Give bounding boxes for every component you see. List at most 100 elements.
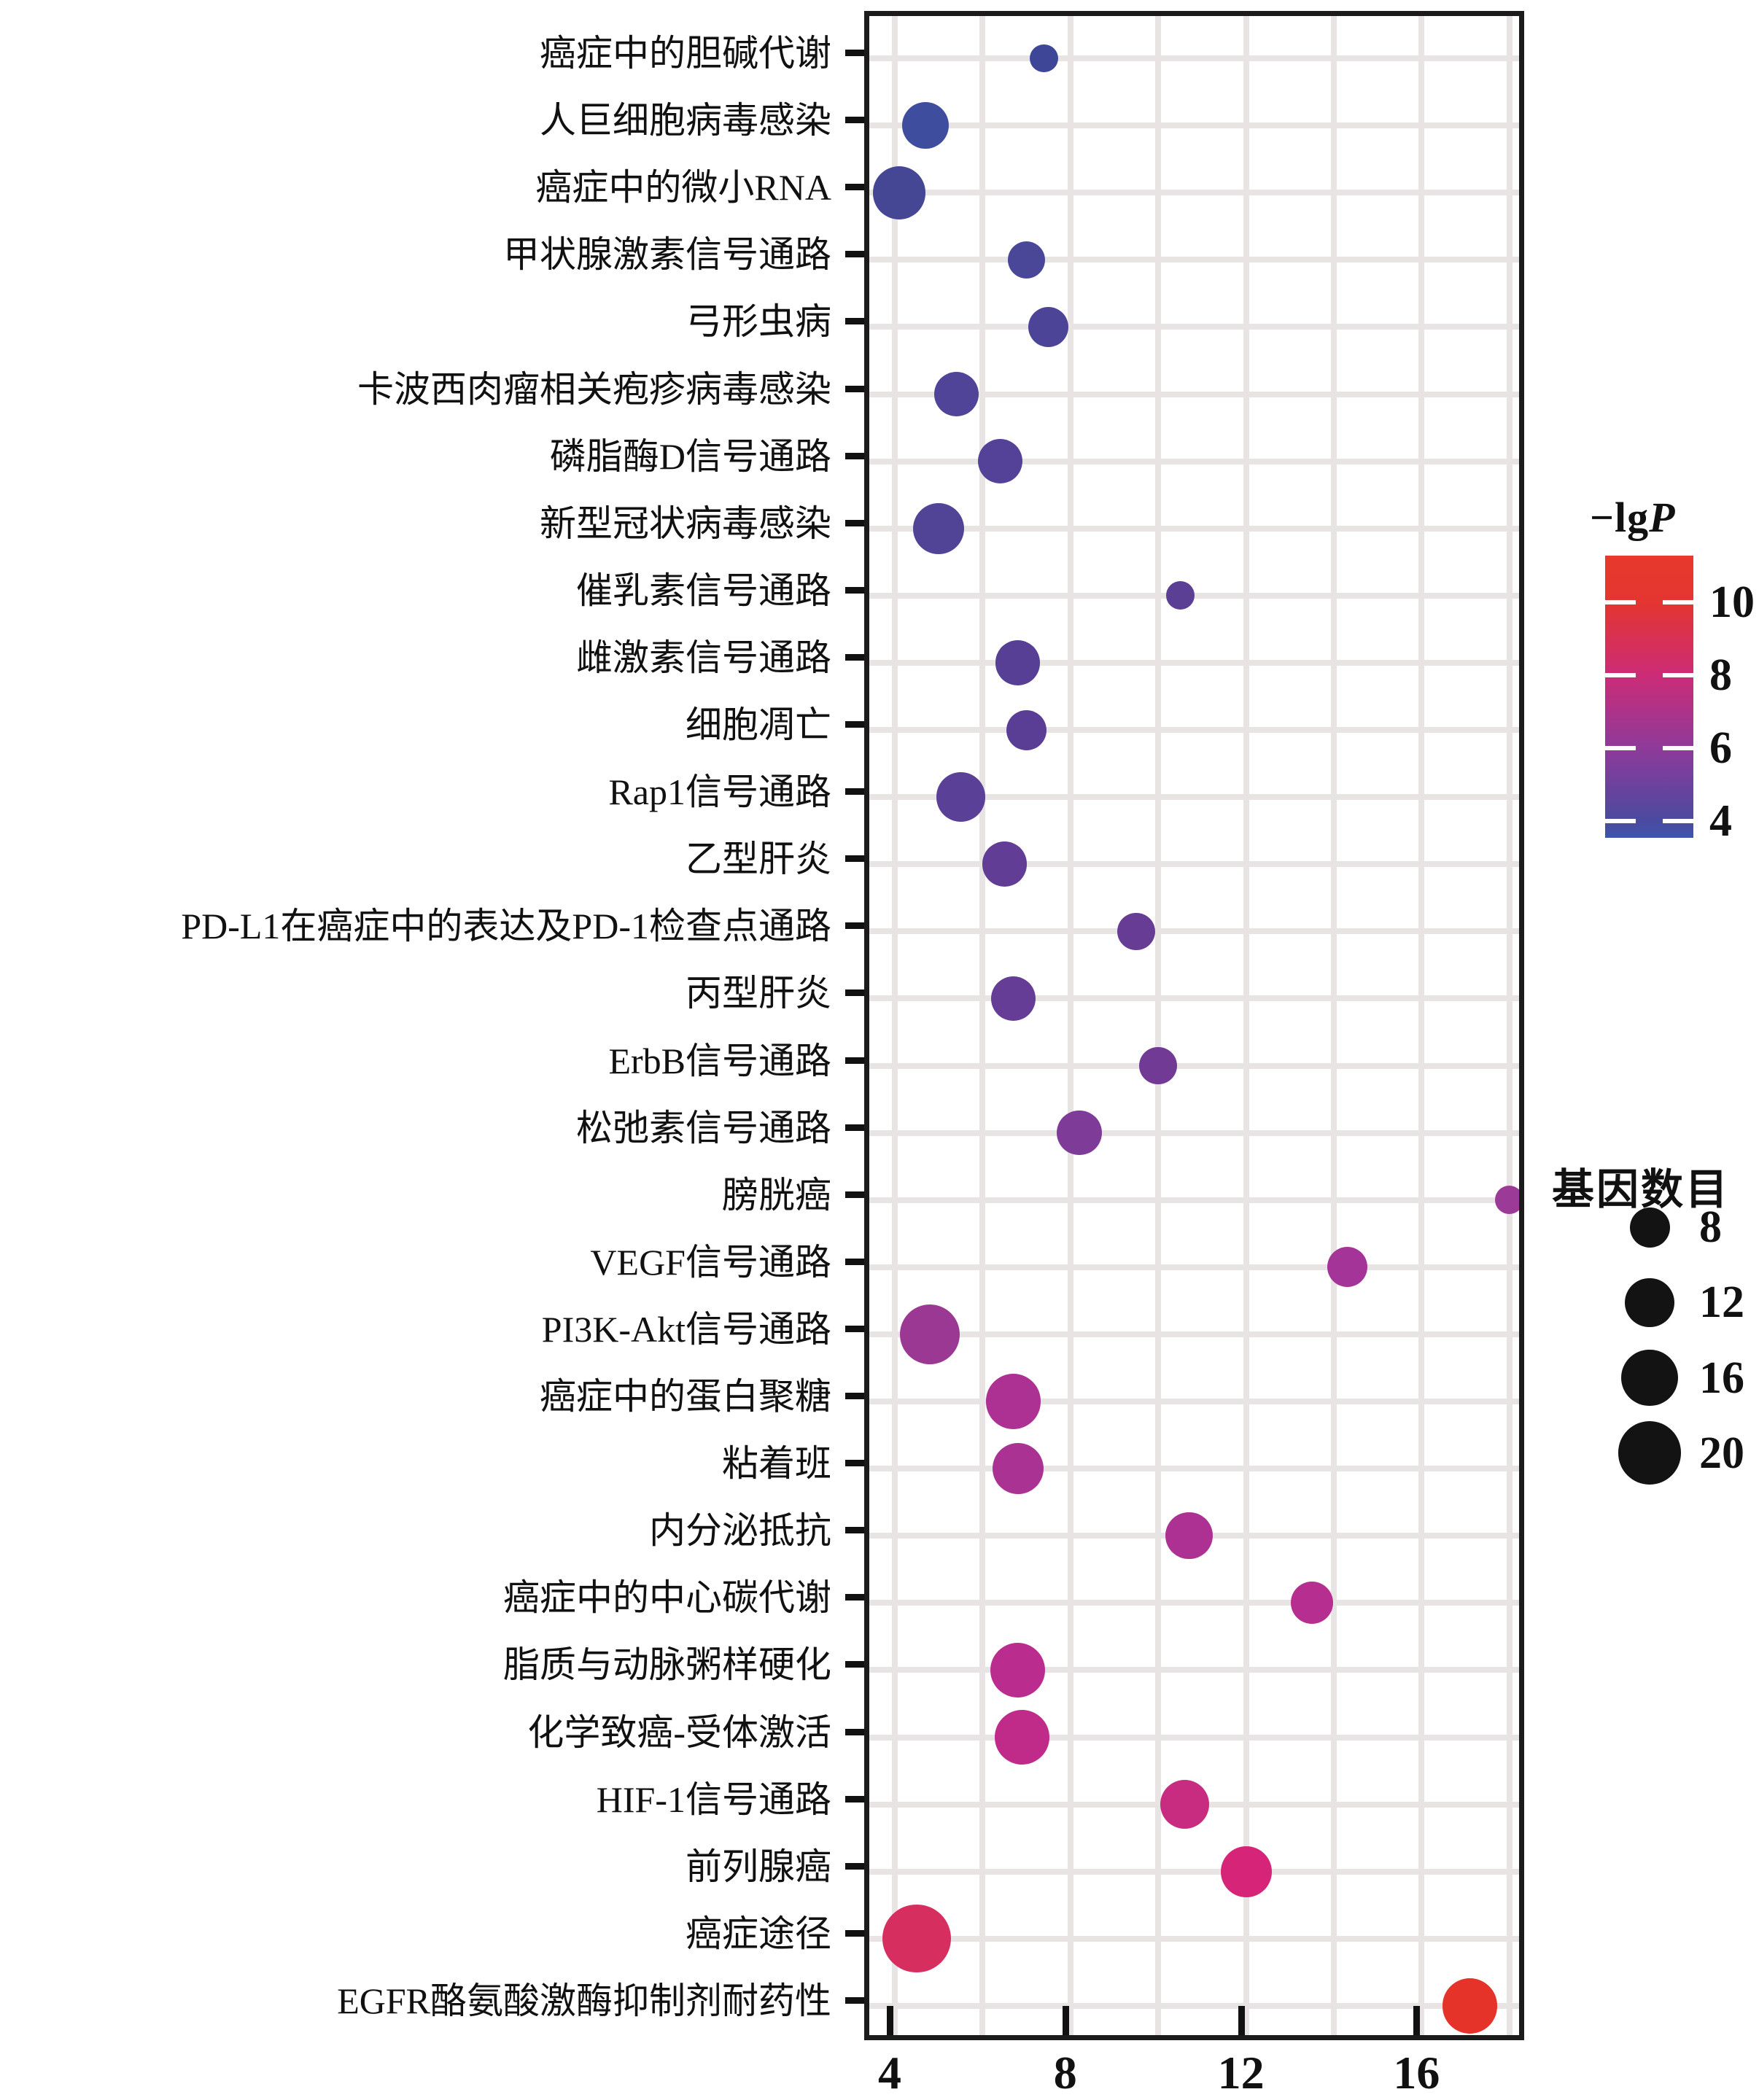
x-gridline: [1067, 16, 1073, 2035]
data-point-bubble: [1139, 1046, 1177, 1085]
y-axis-tick: [845, 452, 864, 459]
x-gridline: [1155, 16, 1162, 2035]
x-gridline: [979, 16, 986, 2035]
plot-area: [864, 11, 1524, 2040]
y-gridline: [869, 525, 1519, 532]
x-axis-tick: [1238, 2006, 1245, 2035]
y-gridline: [869, 794, 1519, 801]
y-axis-tick: [845, 318, 864, 325]
y-gridline: [869, 324, 1519, 330]
y-axis-label: PD-L1在癌症中的表达及PD-1检查点通路: [181, 906, 831, 947]
y-axis-tick: [845, 184, 864, 191]
color-legend-tick: [1605, 819, 1636, 823]
data-point-bubble: [1165, 581, 1195, 610]
data-point-bubble: [882, 1905, 951, 1973]
x-axis-tick: [1413, 2006, 1421, 2035]
data-point-bubble: [994, 1709, 1050, 1765]
color-legend-title-italic: P: [1649, 494, 1676, 541]
data-point-bubble: [936, 772, 985, 822]
y-axis-tick: [845, 1057, 864, 1064]
color-legend-tick-label: 4: [1709, 796, 1732, 846]
size-legend-label: 16: [1699, 1353, 1744, 1403]
y-axis-tick: [845, 519, 864, 526]
y-gridline: [869, 122, 1519, 129]
x-gridline: [1331, 16, 1337, 2035]
y-axis-label: VEGF信号通路: [590, 1241, 831, 1283]
color-legend-tick-label: 10: [1709, 578, 1755, 627]
size-legend-label: 20: [1699, 1428, 1744, 1478]
y-gridline: [869, 659, 1519, 666]
y-axis-label: 乙型肝炎: [686, 839, 831, 880]
y-axis-label: 人巨细胞病毒感染: [540, 100, 831, 141]
color-legend-tick: [1663, 673, 1693, 677]
y-gridline: [869, 1129, 1519, 1136]
size-legend-dot: [1629, 1207, 1670, 1248]
y-axis-label: 粘着班: [722, 1443, 831, 1485]
data-point-bubble: [1160, 1779, 1209, 1829]
x-axis-tick: [887, 2006, 893, 2035]
y-axis-tick: [845, 721, 864, 728]
y-axis-label: 癌症途径: [686, 1913, 831, 1954]
y-axis-label: 前列腺癌: [686, 1846, 831, 1887]
x-axis-tick-label: 16: [1393, 2047, 1440, 2099]
y-axis-tick: [845, 1728, 864, 1735]
data-point-bubble: [1442, 1978, 1498, 2034]
data-point-bubble: [982, 841, 1028, 887]
y-axis-label: PI3K-Akt信号通路: [541, 1308, 831, 1350]
y-axis-label: 卡波西肉瘤相关疱疹病毒感染: [357, 368, 831, 410]
y-axis-label: HIF-1信号通路: [596, 1778, 831, 1820]
data-point-bubble: [1495, 1186, 1519, 1215]
size-legend-label: 12: [1699, 1278, 1744, 1328]
y-axis-label: 催乳素信号通路: [576, 569, 831, 611]
y-gridline: [869, 1935, 1519, 1942]
y-axis-tick: [845, 385, 864, 392]
y-axis-label: 磷脂酶D信号通路: [549, 435, 831, 477]
y-axis-label: 弓形虫病: [686, 301, 831, 343]
size-legend-dot: [1621, 1349, 1678, 1407]
data-point-bubble: [1006, 709, 1047, 750]
data-point-bubble: [1030, 44, 1059, 73]
data-point-bubble: [899, 1304, 960, 1365]
data-point-bubble: [1165, 1512, 1213, 1560]
y-gridline: [869, 55, 1519, 61]
y-axis-tick: [845, 50, 864, 56]
y-axis-label: ErbB信号通路: [608, 1040, 831, 1081]
color-legend-tick-label: 6: [1709, 723, 1732, 773]
data-point-bubble: [995, 640, 1041, 685]
x-gridline: [1506, 16, 1513, 2035]
y-axis-label: 丙型肝炎: [686, 973, 831, 1014]
data-point-bubble: [933, 371, 979, 417]
x-gridline: [1243, 16, 1249, 2035]
y-axis-label: 脂质与动脉粥样硬化: [503, 1644, 831, 1686]
data-point-bubble: [992, 1443, 1044, 1495]
y-gridline: [869, 1197, 1519, 1203]
y-axis-tick: [845, 1929, 864, 1937]
y-axis-label: 癌症中的中心碳代谢: [503, 1577, 831, 1619]
y-axis-label: 松弛素信号通路: [576, 1107, 831, 1148]
y-axis-tick: [845, 1795, 864, 1802]
y-axis-tick: [845, 1325, 864, 1332]
y-gridline: [869, 727, 1519, 733]
y-axis-tick: [845, 1191, 864, 1198]
y-gridline: [869, 1600, 1519, 1606]
y-axis-tick: [845, 1862, 864, 1870]
color-legend-tick: [1663, 746, 1693, 750]
size-legend-title: 基因数目: [1552, 1166, 1731, 1213]
y-axis-tick: [845, 117, 864, 124]
y-axis-tick: [845, 1258, 864, 1265]
y-axis-tick: [845, 1460, 864, 1467]
y-axis-label: 雌激素信号通路: [576, 637, 831, 678]
y-axis-label: 新型冠状病毒感染: [540, 502, 831, 544]
y-axis-tick: [845, 1996, 864, 2004]
data-point-bubble: [990, 1642, 1046, 1698]
data-point-bubble: [1028, 306, 1069, 347]
data-point-bubble: [1057, 1110, 1102, 1156]
y-axis-tick: [845, 1661, 864, 1668]
y-gridline: [869, 1868, 1519, 1875]
y-axis-tick: [845, 653, 864, 661]
y-axis-label: 癌症中的胆碱代谢: [540, 33, 831, 74]
color-legend-tick: [1605, 673, 1636, 677]
data-point-bubble: [901, 101, 950, 149]
data-point-bubble: [990, 976, 1036, 1022]
